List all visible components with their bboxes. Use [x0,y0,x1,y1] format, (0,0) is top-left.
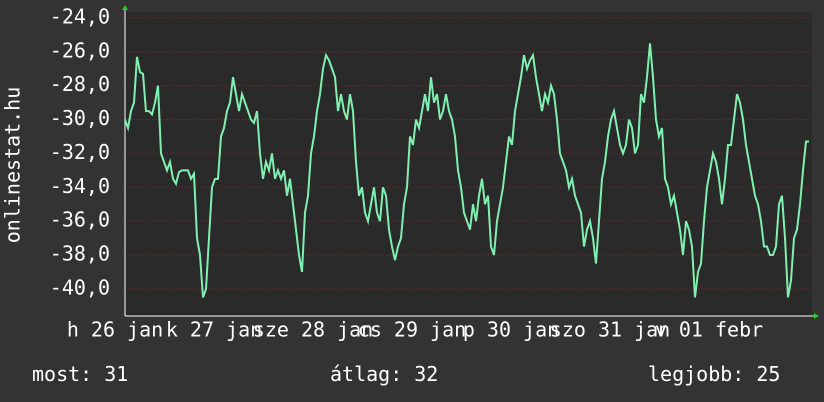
y-tick-label: -30,0 [50,106,110,130]
x-tick-label: k 27 jan [166,318,262,342]
plot-area [125,12,812,316]
y-tick-label: -32,0 [50,140,110,164]
stat: legjobb: 25 [648,362,780,386]
stat: átlag: 32 [330,362,438,386]
x-tick-label: h 26 jan [67,318,163,342]
stat-value: 32 [414,362,438,386]
stat-label: most: [32,362,92,386]
x-tick-label: v 01 febr [655,318,763,342]
stat-label: átlag: [330,362,402,386]
stat-label: legjobb: [648,362,744,386]
y-tick-label: -36,0 [50,208,110,232]
x-tick-label: sze 28 jan [253,318,373,342]
y-tick-label: -24,0 [50,4,110,28]
y-tick-label: -26,0 [50,38,110,62]
axis-arrow [122,5,128,10]
y-tick-label: -40,0 [50,275,110,299]
y-tick-label: -34,0 [50,174,110,198]
stat-value: 25 [756,362,780,386]
y-axis-label: onlinestat.hu [1,87,25,244]
axis-arrow [814,313,819,319]
x-tick-label: szo 31 jan [550,318,670,342]
y-tick-label: -38,0 [50,242,110,266]
stat: most: 31 [32,362,128,386]
data-line [124,43,809,298]
stat-value: 31 [104,362,128,386]
y-tick-label: -28,0 [50,72,110,96]
x-tick-label: p 30 jan [463,318,559,342]
x-tick-label: cs 29 jan [358,318,466,342]
